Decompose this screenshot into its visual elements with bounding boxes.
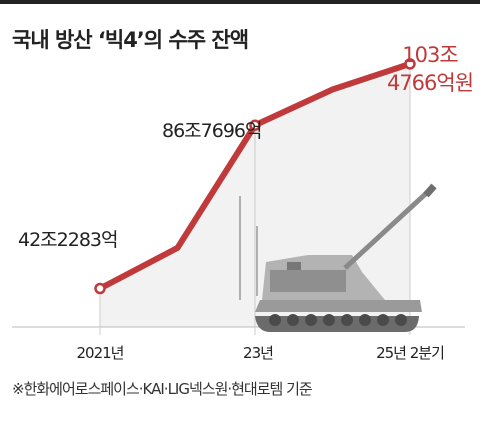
data-point-0 [94, 282, 106, 295]
data-label-2023: 86조7696억 [162, 120, 262, 142]
data-point-2 [249, 119, 261, 131]
data-label-2025-line1: 103조 [402, 43, 458, 67]
x-label-2025q2: 25년 2분기 [376, 344, 444, 362]
x-label-2023: 23년 [243, 344, 273, 362]
data-label-2021: 42조2283억 [18, 229, 118, 251]
x-ticks [99, 69, 411, 335]
data-points [94, 58, 416, 295]
chart-title: 국내 방산 ‘빅4’의 수주 잔액 [12, 28, 249, 52]
top-rule [0, 0, 480, 4]
x-label-2021: 2021년 [77, 344, 124, 362]
footnote: ※한화에어로스페이스·KAI·LIG넥스원·현대로템 기준 [12, 380, 313, 398]
data-label-2025-line2: 4766억원 [387, 71, 473, 95]
self-propelled-howitzer-icon [239, 183, 437, 332]
data-point-4 [404, 58, 416, 70]
